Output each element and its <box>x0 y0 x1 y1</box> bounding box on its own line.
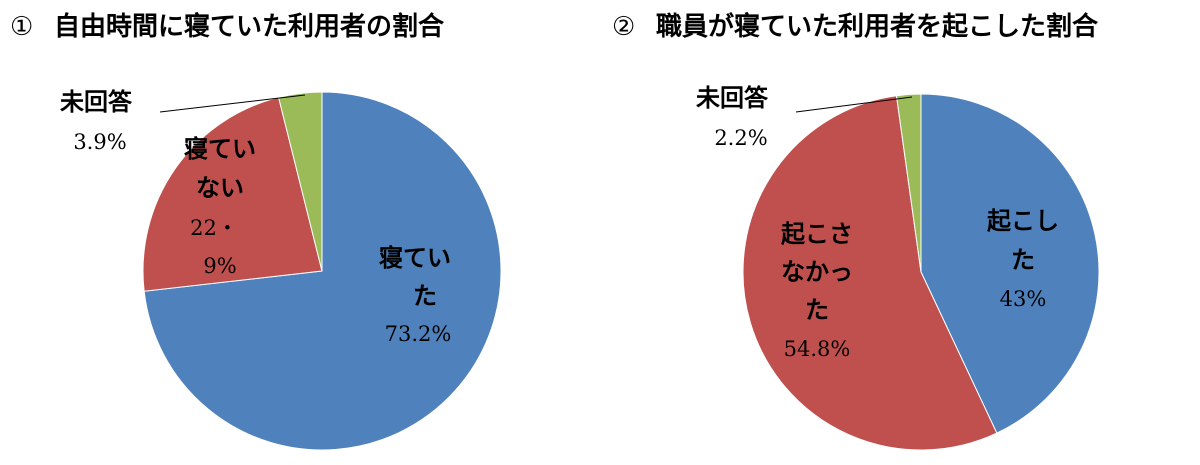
chart2-number: ② <box>612 12 636 42</box>
chart2-label-no-answer: 未回答 <box>696 84 769 112</box>
chart2-slice-woke <box>920 93 1100 434</box>
chart1-slice-sleeping <box>143 91 502 451</box>
chart2-label-woke-1: 起こし <box>986 207 1059 235</box>
chart2-label-woke-2: た <box>1011 246 1035 274</box>
chart2-no-answer-leader-line <box>795 96 913 113</box>
chart1-number: ① <box>10 12 34 42</box>
chart1-value-not-sleeping-2: 9% <box>203 254 236 278</box>
chart2-label-not-woke-2: なかっ <box>781 258 853 286</box>
pie-chart-2 <box>742 93 1100 451</box>
chart1-label-sleeping-2: た <box>413 282 437 310</box>
chart1-label-not-sleeping-2: ない <box>196 174 244 202</box>
chart2-label-not-woke-1: 起こさ <box>780 220 853 248</box>
chart2-value-woke: 43% <box>1000 287 1047 311</box>
chart2-value-not-woke: 54.8% <box>784 337 851 361</box>
chart2-title-text: 職員が寝ていた利用者を起こした割合 <box>656 12 1099 42</box>
chart2-slice-not-woke <box>742 95 998 451</box>
chart2-title: ② 職員が寝ていた利用者を起こした割合 <box>612 6 1098 43</box>
chart2-slice-no-answer <box>895 93 922 273</box>
chart1-label-no-answer: 未回答 <box>60 88 133 116</box>
chart1-value-no-answer: 3.9% <box>73 130 126 154</box>
chart1-value-sleeping: 73.2% <box>385 322 452 346</box>
chart1-label-not-sleeping-1: 寝てい <box>184 135 256 163</box>
chart2-label-not-woke-3: た <box>805 296 829 324</box>
chart1-no-answer-leader-line <box>159 94 306 113</box>
chart1-title: ① 自由時間に寝ていた利用者の割合 <box>10 6 444 43</box>
pie-chart-1 <box>142 91 502 451</box>
chart1-value-not-sleeping-1: 22・ <box>190 216 238 240</box>
chart1-slice-not-sleeping <box>142 96 323 292</box>
chart1-slice-no-answer <box>277 91 323 272</box>
chart2-value-no-answer: 2.2% <box>714 126 767 150</box>
chart1-title-text: 自由時間に寝ていた利用者の割合 <box>54 12 445 42</box>
chart1-label-sleeping-1: 寝てい <box>379 244 451 272</box>
